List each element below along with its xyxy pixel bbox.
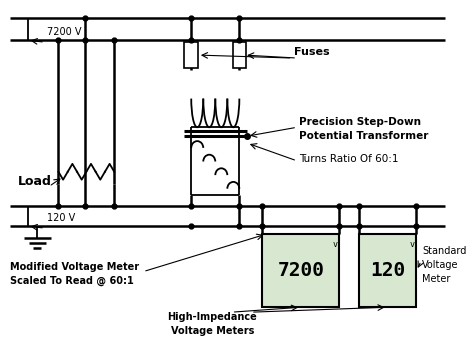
FancyBboxPatch shape (233, 42, 246, 68)
FancyBboxPatch shape (184, 42, 198, 68)
Text: 120 V: 120 V (47, 213, 75, 223)
Text: Standard
Voltage
Meter: Standard Voltage Meter (422, 246, 466, 284)
Text: Turns Ratio Of 60:1: Turns Ratio Of 60:1 (299, 154, 399, 164)
Text: 7200 V: 7200 V (47, 27, 82, 37)
Text: 120: 120 (370, 261, 405, 280)
Text: 7200: 7200 (277, 261, 324, 280)
Text: Load: Load (18, 175, 52, 188)
FancyBboxPatch shape (359, 234, 417, 307)
Text: High-Impedance
Voltage Meters: High-Impedance Voltage Meters (167, 312, 257, 336)
Text: Precision Step-Down
Potential Transformer: Precision Step-Down Potential Transforme… (299, 117, 428, 141)
Text: v: v (410, 240, 414, 249)
Text: Fuses: Fuses (294, 47, 330, 57)
FancyBboxPatch shape (263, 234, 339, 307)
Text: v: v (332, 240, 337, 249)
Text: Modified Voltage Meter
Scaled To Read @ 60:1: Modified Voltage Meter Scaled To Read @ … (10, 262, 139, 286)
